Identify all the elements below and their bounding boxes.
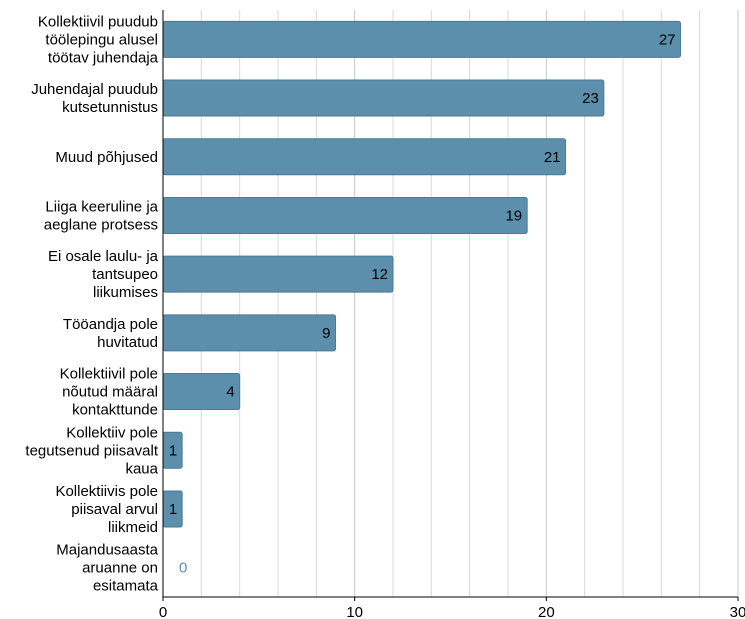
data-label: 9 [322, 325, 330, 342]
data-label: 19 [505, 207, 522, 224]
data-label: 21 [544, 149, 561, 166]
x-tick-label: 30 [730, 604, 745, 619]
data-label: 4 [226, 384, 234, 401]
data-label: 23 [582, 90, 599, 107]
x-tick-label: 20 [538, 604, 555, 619]
category-label: Liiga keeruline ja aeglane protsess [44, 198, 159, 233]
bar [162, 79, 605, 117]
bar [162, 20, 681, 58]
bar [162, 196, 528, 234]
axes [162, 10, 739, 601]
data-label: 1 [169, 501, 177, 518]
x-tick-label: 10 [346, 604, 363, 619]
data-label: 0 [179, 560, 187, 577]
category-label: Muud põhjused [55, 149, 158, 166]
category-label: Kollektiivil puudub töölepingu alusel tööt… [38, 13, 159, 66]
category-label: Majandusaasta aruanne on esitamata [56, 542, 158, 595]
data-label: 1 [169, 442, 177, 459]
x-tick-label: 0 [159, 604, 167, 619]
category-label: Kollektiivil pole nõutud määral kontakttun… [60, 366, 158, 419]
bar [162, 314, 336, 352]
category-label: Ei osale laulu- ja tantsupeo liikumises [48, 248, 159, 301]
category-label: Kollektiivis pole piisaval arvul liikmeid [55, 483, 158, 536]
category-label: Kollektiiv pole tegutsenud piisavalt kaua [25, 424, 158, 477]
bar [162, 255, 394, 293]
category-label: Juhendajal puudub kutsetunnistus [31, 81, 158, 116]
data-label: 27 [659, 31, 676, 48]
category-label: Tööandja pole huvitatud [63, 316, 158, 351]
data-label: 12 [371, 266, 388, 283]
bars [162, 20, 681, 528]
bar [162, 138, 566, 176]
